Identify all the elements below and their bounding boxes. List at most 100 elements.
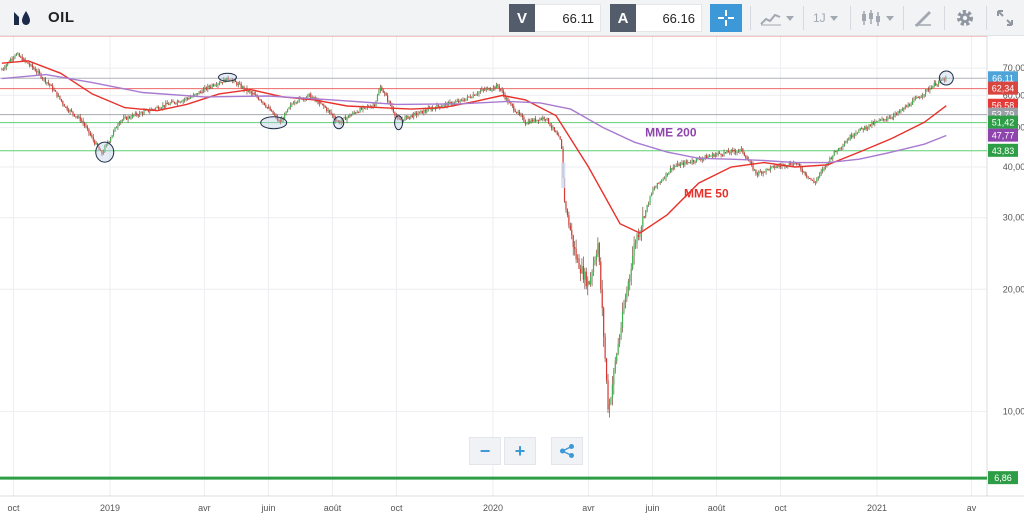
candle-body: [24, 58, 26, 62]
candle-body: [185, 97, 187, 100]
candle-body: [633, 243, 635, 256]
candle-body: [553, 127, 555, 131]
bid-price-box[interactable]: V 66.11: [509, 4, 601, 32]
x-tick-label: 2020: [483, 503, 503, 513]
y-tick-label: 20,00: [1003, 284, 1024, 294]
candle-body: [400, 119, 402, 121]
chevron-down-icon: [886, 15, 894, 21]
candle-body: [75, 116, 77, 118]
interval-selector[interactable]: 1J: [813, 4, 838, 32]
candle-body: [5, 64, 7, 68]
candle-body: [430, 108, 432, 111]
candle-body: [523, 117, 525, 122]
candle-body: [347, 115, 350, 118]
settings-button[interactable]: [955, 4, 975, 32]
candle-body: [344, 117, 347, 121]
candle-body: [716, 153, 718, 155]
series-annotation-label: MME 200: [645, 126, 697, 140]
marker-ellipse: [218, 72, 238, 82]
candle-body: [574, 247, 576, 249]
candle-body: [914, 98, 917, 100]
price-level-tag: [988, 471, 1018, 485]
candle-body: [804, 171, 806, 175]
candle-body: [47, 82, 49, 84]
candle-body: [268, 107, 270, 109]
marker-ellipse: [260, 116, 288, 130]
candle-body: [536, 119, 538, 122]
candle-body: [626, 291, 628, 299]
candle-body: [594, 259, 596, 264]
drawing-tools-button[interactable]: [913, 4, 933, 32]
toolbar-separator: [903, 6, 904, 30]
crosshair-icon: [718, 10, 734, 26]
candle-body: [848, 139, 850, 141]
candle-body: [888, 117, 890, 119]
candle-body: [643, 216, 645, 218]
candle-body: [491, 89, 493, 91]
candle-body: [210, 87, 212, 89]
candle-body: [517, 111, 519, 114]
share-button[interactable]: [551, 437, 583, 465]
candle-body: [424, 110, 426, 112]
candle-body: [282, 118, 284, 120]
candle-body: [130, 117, 132, 119]
candle-body: [236, 81, 238, 86]
candle-body: [753, 169, 756, 171]
ask-price-box[interactable]: A 66.16: [610, 4, 702, 32]
candle-body: [259, 99, 261, 101]
candle-body: [213, 84, 215, 86]
candle-body: [234, 79, 236, 82]
candle-body: [349, 115, 351, 117]
candle-body: [710, 155, 712, 157]
candle-body: [575, 248, 577, 260]
candle-body: [891, 117, 893, 119]
candle-body: [69, 110, 71, 112]
candle-body: [255, 94, 257, 96]
candle-body: [387, 95, 389, 102]
candle-body: [279, 120, 281, 123]
candle-body: [632, 255, 634, 269]
candle-body: [823, 168, 825, 170]
price-level-tag-label: 56,58: [992, 101, 1015, 111]
candle-body: [752, 164, 754, 170]
candle-body: [392, 108, 395, 113]
candle-body: [592, 263, 595, 272]
chart-type-button[interactable]: [760, 4, 794, 32]
candle-body: [869, 124, 872, 126]
candle-body: [423, 110, 425, 114]
x-tick-label: août: [324, 503, 342, 513]
bid-tag: V: [509, 4, 535, 32]
toolbar-separator: [803, 6, 804, 30]
zoom-in-button[interactable]: +: [504, 437, 536, 465]
candle-body: [73, 113, 76, 117]
candle-body: [237, 83, 239, 86]
crosshair-button[interactable]: [710, 4, 742, 32]
candle-body: [121, 119, 123, 121]
candle-body: [317, 99, 319, 104]
candle-style-button[interactable]: [860, 4, 894, 32]
candle-body: [666, 173, 669, 175]
candle-body: [478, 91, 480, 94]
candle-body: [43, 78, 45, 80]
candle-body: [668, 172, 670, 175]
candle-body: [272, 110, 274, 115]
candle-body: [610, 398, 612, 404]
candle-body: [806, 174, 808, 177]
price-chart[interactable]: oct 2019 avr juin août oct 2020 avr juin août oct 2…: [0, 36, 1024, 517]
fullscreen-button[interactable]: [996, 4, 1014, 32]
candle-body: [774, 165, 776, 168]
candle-body: [688, 162, 690, 164]
candle-body: [124, 116, 126, 118]
candle-body: [76, 116, 78, 118]
candle-body: [706, 155, 708, 159]
candle-body: [732, 150, 734, 152]
marker-ellipse: [394, 115, 404, 131]
zoom-out-button[interactable]: −: [469, 437, 501, 465]
candle-body: [456, 100, 458, 102]
candle-body: [155, 107, 157, 110]
candle-body: [500, 88, 502, 91]
candle-body: [372, 104, 374, 107]
candle-body: [353, 112, 355, 114]
candle-body: [60, 99, 62, 102]
marker-ellipse: [333, 116, 345, 130]
